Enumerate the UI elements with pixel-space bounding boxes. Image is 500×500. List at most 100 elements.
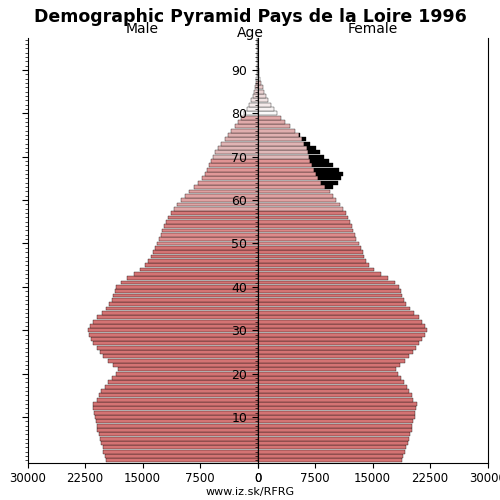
Bar bbox=[164, 224, 258, 228]
Bar bbox=[309, 155, 324, 158]
Bar bbox=[258, 394, 412, 397]
Bar bbox=[213, 155, 258, 158]
Bar bbox=[258, 294, 402, 298]
Bar bbox=[105, 454, 258, 458]
Bar bbox=[258, 432, 410, 436]
Title: Female: Female bbox=[348, 22, 398, 36]
Bar bbox=[258, 90, 264, 94]
Bar bbox=[157, 242, 258, 246]
Bar bbox=[160, 237, 258, 241]
Bar bbox=[108, 358, 258, 362]
Bar bbox=[251, 98, 258, 102]
Bar bbox=[94, 320, 258, 324]
Bar bbox=[258, 402, 417, 406]
Bar bbox=[306, 146, 316, 150]
Bar bbox=[258, 168, 314, 172]
Bar bbox=[299, 133, 300, 137]
Bar bbox=[258, 285, 400, 289]
Bar bbox=[258, 259, 366, 263]
Bar bbox=[98, 428, 258, 432]
Bar bbox=[115, 289, 258, 293]
Bar bbox=[100, 436, 258, 440]
Bar bbox=[321, 181, 338, 184]
Bar bbox=[258, 94, 266, 98]
Bar bbox=[210, 159, 258, 163]
Bar bbox=[202, 176, 258, 180]
Bar bbox=[258, 224, 352, 228]
Bar bbox=[258, 246, 361, 250]
Bar bbox=[314, 168, 339, 172]
Bar bbox=[177, 202, 258, 206]
Bar bbox=[258, 138, 302, 141]
Bar bbox=[258, 436, 410, 440]
Bar bbox=[140, 268, 258, 272]
Bar bbox=[258, 198, 336, 202]
Bar bbox=[258, 124, 290, 128]
Bar bbox=[258, 289, 401, 293]
Bar bbox=[258, 384, 407, 388]
Bar bbox=[258, 280, 394, 284]
Bar bbox=[258, 268, 374, 272]
Bar bbox=[258, 337, 422, 341]
Bar bbox=[257, 72, 258, 76]
Bar bbox=[162, 228, 258, 232]
Bar bbox=[258, 332, 426, 336]
Bar bbox=[224, 138, 258, 141]
Bar bbox=[114, 294, 258, 298]
Bar bbox=[134, 272, 258, 276]
Bar bbox=[258, 185, 325, 189]
Bar bbox=[105, 384, 258, 388]
Bar bbox=[96, 420, 258, 424]
Bar bbox=[258, 155, 309, 158]
Bar bbox=[258, 410, 416, 414]
Bar bbox=[258, 76, 260, 80]
Bar bbox=[96, 346, 258, 350]
Bar bbox=[247, 107, 258, 111]
Bar bbox=[318, 176, 341, 180]
Bar bbox=[255, 86, 258, 89]
Bar bbox=[94, 406, 258, 410]
Bar bbox=[258, 86, 262, 89]
Bar bbox=[258, 120, 285, 124]
Bar bbox=[258, 320, 422, 324]
Bar bbox=[96, 398, 258, 402]
Bar bbox=[258, 450, 404, 454]
Bar bbox=[100, 350, 258, 354]
Bar bbox=[145, 263, 258, 267]
Bar bbox=[166, 220, 258, 224]
Bar bbox=[209, 164, 258, 168]
Bar bbox=[99, 394, 258, 397]
Bar bbox=[258, 372, 398, 376]
Bar bbox=[258, 302, 406, 306]
Bar bbox=[118, 368, 258, 371]
Bar bbox=[316, 172, 342, 176]
Bar bbox=[258, 424, 412, 428]
Bar bbox=[194, 185, 258, 189]
Bar bbox=[101, 389, 258, 393]
Bar bbox=[258, 250, 362, 254]
Bar bbox=[112, 298, 258, 302]
Bar bbox=[99, 432, 258, 436]
Bar bbox=[216, 150, 258, 154]
Bar bbox=[116, 372, 258, 376]
Bar bbox=[258, 211, 346, 215]
Bar bbox=[258, 446, 406, 450]
Bar bbox=[258, 328, 427, 332]
Bar bbox=[258, 346, 416, 350]
Bar bbox=[94, 410, 258, 414]
Bar bbox=[258, 342, 420, 345]
Bar bbox=[258, 172, 316, 176]
Bar bbox=[174, 207, 258, 211]
Bar bbox=[258, 220, 350, 224]
Bar bbox=[89, 332, 258, 336]
Bar bbox=[325, 185, 332, 189]
Bar bbox=[258, 207, 342, 211]
Bar bbox=[121, 280, 258, 284]
Bar bbox=[91, 337, 258, 341]
Bar bbox=[258, 146, 306, 150]
Bar bbox=[218, 146, 258, 150]
Bar bbox=[258, 81, 261, 85]
Bar bbox=[207, 168, 258, 172]
Bar bbox=[258, 190, 330, 194]
Bar bbox=[190, 190, 258, 194]
